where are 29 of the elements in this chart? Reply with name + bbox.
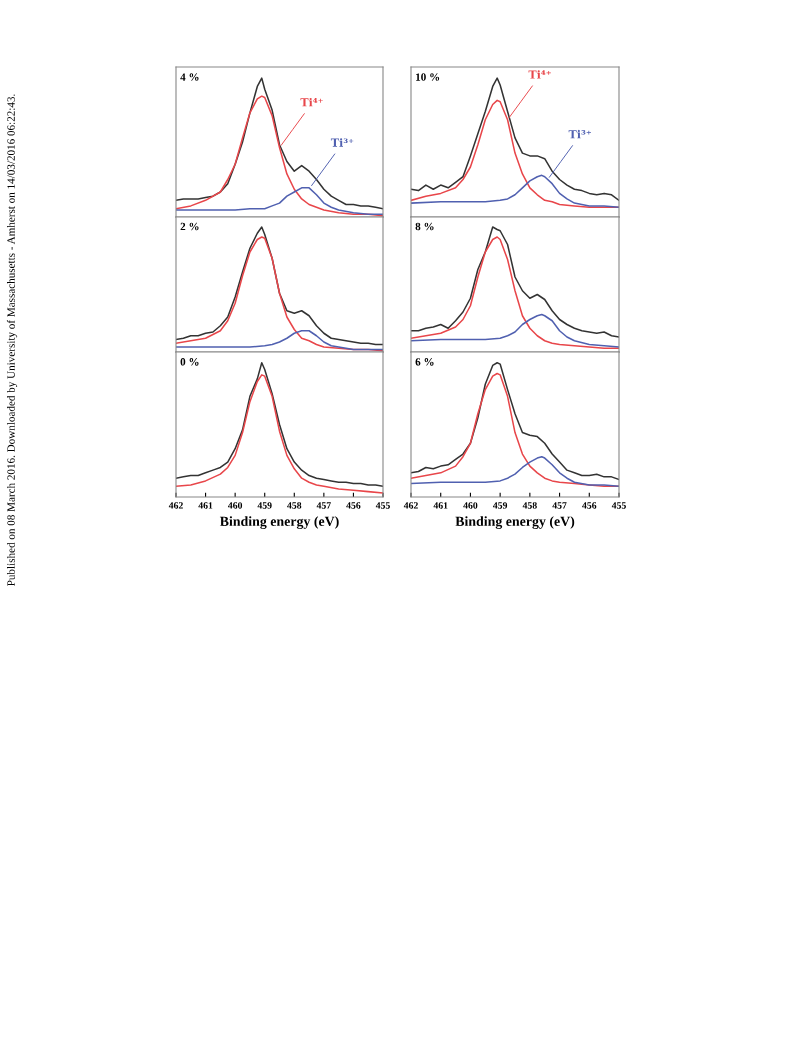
x-tick-label: 457 <box>552 502 567 509</box>
x-tick-label: 458 <box>287 502 302 509</box>
chart-title: 0 % <box>180 358 199 366</box>
x-tick-label: 456 <box>582 502 597 509</box>
x-axis-title: Binding energy (eV) <box>219 516 339 529</box>
x-tick-label: 456 <box>346 502 361 509</box>
chart-title: 6 % <box>415 358 434 366</box>
chart-title: 2 % <box>180 222 199 231</box>
x-axis-title: Binding energy (eV) <box>455 516 575 529</box>
x-tick-label: 461 <box>433 502 448 509</box>
chart-title: 4 % <box>180 73 199 81</box>
text: Published on 08 March 2016. Downloaded by University of Massachusetts - Amherst on 14/03/2016 06:22:43. <box>6 94 18 586</box>
annotation: Ti³⁺ <box>568 129 591 139</box>
annotation: Ti⁴⁺ <box>300 97 323 107</box>
x-tick-label: 462 <box>168 502 183 509</box>
x-tick-label: 460 <box>463 502 478 509</box>
chart-title: 10 % <box>416 73 440 81</box>
x-tick-label: 461 <box>198 502 213 509</box>
x-tick-label: 459 <box>257 502 272 509</box>
x-tick-label: 455 <box>375 502 390 509</box>
x-tick-label: 455 <box>611 502 626 509</box>
x-tick-label: 460 <box>227 502 243 509</box>
x-tick-label: 457 <box>316 502 331 509</box>
x-tick-label: 458 <box>522 502 537 509</box>
annotation: Ti³⁺ <box>330 138 354 147</box>
x-tick-label: 462 <box>403 502 418 509</box>
chart-title: 8 % <box>415 222 434 231</box>
annotation: Ti⁴⁺ <box>528 70 551 79</box>
x-tick-label: 459 <box>492 502 508 509</box>
